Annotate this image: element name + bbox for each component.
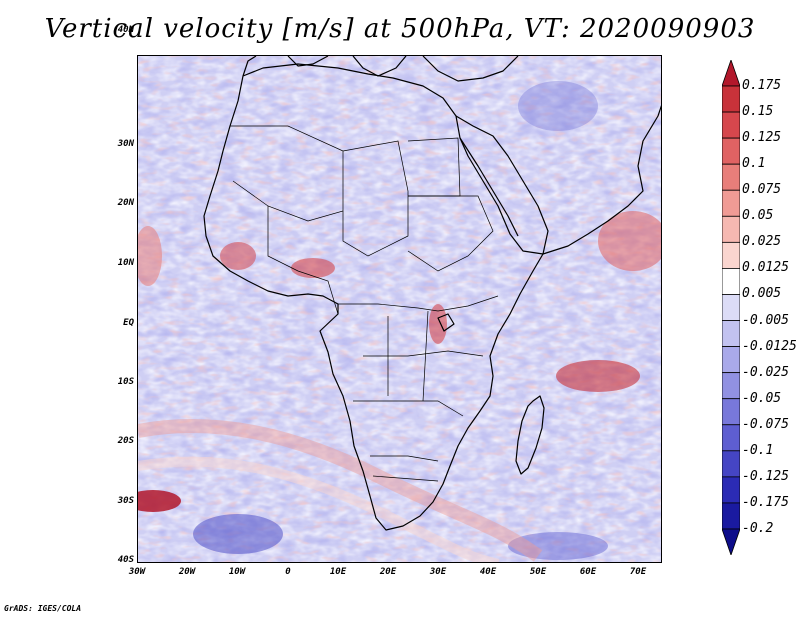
lon-label: 10E xyxy=(329,567,347,577)
colorbar-label: -0.125 xyxy=(742,468,789,484)
colorbar-label: -0.1 xyxy=(742,442,774,458)
colorbar-label: 0.125 xyxy=(742,130,782,146)
lake-victoria xyxy=(437,313,455,332)
lat-label: 40S xyxy=(117,555,134,565)
lat-label: 10N xyxy=(117,258,134,268)
updraft-patch xyxy=(291,258,335,278)
updraft-patch xyxy=(138,226,162,286)
lat-label: 30N xyxy=(117,139,134,149)
colorbar-label: -0.175 xyxy=(742,494,789,510)
colorbar-cell xyxy=(722,424,740,452)
colorbar-label: 0.005 xyxy=(742,286,782,302)
africa-coastline xyxy=(203,63,544,531)
colorbar-label: 0.175 xyxy=(742,78,782,93)
lon-label: 20W xyxy=(178,567,196,577)
country-border xyxy=(342,140,409,257)
lat-label: 10S xyxy=(117,377,134,387)
country-border xyxy=(338,295,499,312)
lat-label: 30S xyxy=(117,496,134,506)
colorbar-cell xyxy=(722,137,740,165)
lat-label: 20N xyxy=(117,198,134,208)
madagascar-coastline xyxy=(515,395,545,475)
colorbar-label: -0.0125 xyxy=(742,338,797,354)
colorbar-cell xyxy=(722,189,740,217)
colorbar-label: 0.025 xyxy=(742,234,782,250)
lon-label: 30E xyxy=(429,567,447,577)
subtropical-band xyxy=(138,419,543,562)
subtropical-band xyxy=(138,456,500,562)
lon-label: 60E xyxy=(579,567,597,577)
colorbar-cell xyxy=(722,60,740,87)
colorbar-label: 0.0125 xyxy=(742,260,789,276)
lon-label: 40E xyxy=(479,567,497,577)
updraft-patch xyxy=(598,211,661,271)
lon-label: 30W xyxy=(128,567,146,577)
updraft-patch xyxy=(429,304,447,344)
lat-label: 20S xyxy=(117,436,134,446)
country-border xyxy=(363,350,484,357)
europe-coastline xyxy=(242,56,519,82)
updraft-patch xyxy=(556,360,640,392)
colorbar-cell xyxy=(722,372,740,400)
colorbar-cell xyxy=(722,111,740,139)
colorbar-label: -0.025 xyxy=(742,364,789,380)
colorbar-cell xyxy=(722,294,740,321)
country-border xyxy=(353,400,464,417)
colorbar-cell xyxy=(722,215,740,243)
colorbar-cell xyxy=(722,346,740,374)
country-border xyxy=(267,206,339,315)
lon-label: 20E xyxy=(379,567,397,577)
colorbar-label: 0.15 xyxy=(742,104,774,120)
map-title: Vertical velocity [m/s] at 500hPa, VT: 2… xyxy=(44,14,756,44)
downdraft-patch xyxy=(518,81,598,131)
colorbar-cell xyxy=(722,476,740,504)
arabia-coastline xyxy=(455,105,661,255)
colorbar-cell xyxy=(722,320,740,347)
downdraft-patch xyxy=(508,532,608,560)
colorbar-cell xyxy=(722,241,740,269)
lon-label: 50E xyxy=(529,567,547,577)
lat-label: 40N xyxy=(117,25,134,35)
colorbar-cell xyxy=(722,398,740,426)
red-sea xyxy=(459,137,519,237)
colorbar-label: 0.1 xyxy=(742,156,766,172)
credit-text: GrADS: IGES/COLA xyxy=(4,604,82,613)
lon-label: 0 xyxy=(285,567,291,577)
map-field-svg xyxy=(138,56,661,562)
colorbar-label: -0.2 xyxy=(742,521,774,536)
country-border xyxy=(407,195,494,272)
lat-label: EQ xyxy=(123,318,134,328)
colorbar-label: 0.05 xyxy=(742,208,774,224)
colorbar-cell xyxy=(722,502,740,530)
colorbar-label: -0.05 xyxy=(742,390,782,406)
updraft-patch xyxy=(220,242,256,270)
colorbar-cell xyxy=(722,268,740,295)
colorbar-cell xyxy=(722,163,740,191)
updraft-patch xyxy=(138,490,181,512)
colorbar-label: 0.075 xyxy=(742,182,782,198)
colorbar-label: -0.075 xyxy=(742,416,789,432)
downdraft-patch xyxy=(193,514,283,554)
colorbar-cell xyxy=(722,528,740,555)
country-border xyxy=(372,310,439,482)
country-border xyxy=(370,455,439,462)
lon-label: 70E xyxy=(629,567,647,577)
colorbar-label: -0.005 xyxy=(742,312,789,328)
map-plot-area xyxy=(137,55,662,563)
colorbar-cell xyxy=(722,85,740,113)
lon-label: 10W xyxy=(228,567,246,577)
colorbar xyxy=(722,60,740,555)
field-red-texture xyxy=(138,56,661,562)
colorbar-cell xyxy=(722,450,740,478)
